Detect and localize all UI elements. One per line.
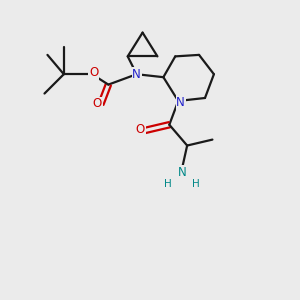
Text: H: H	[164, 179, 172, 189]
Text: O: O	[136, 123, 145, 136]
Text: N: N	[176, 96, 185, 109]
Text: H: H	[192, 179, 200, 189]
Text: O: O	[93, 98, 102, 110]
Text: O: O	[89, 66, 98, 79]
Text: N: N	[178, 166, 187, 179]
Text: N: N	[132, 68, 141, 81]
